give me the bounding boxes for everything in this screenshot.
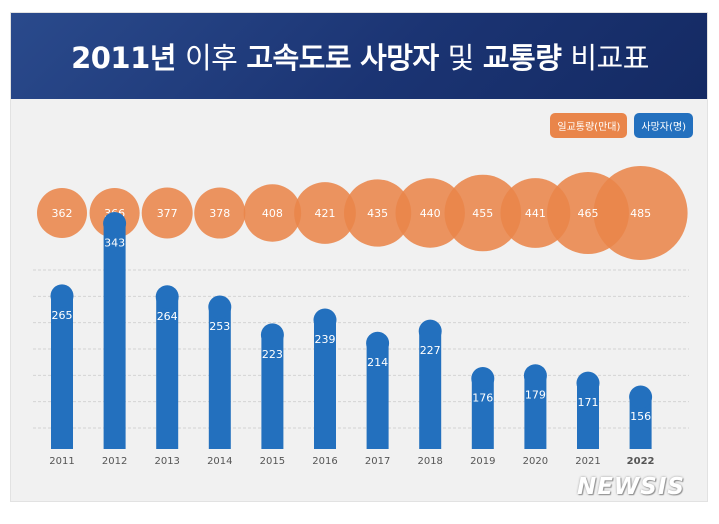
deaths-bar-cap bbox=[313, 308, 337, 332]
deaths-value-label: 214 bbox=[367, 356, 388, 369]
deaths-value-label: 239 bbox=[315, 333, 336, 346]
x-tick-label: 2021 bbox=[575, 456, 600, 467]
x-tick-label: 2012 bbox=[102, 456, 127, 467]
deaths-bar-cap bbox=[576, 371, 600, 395]
traffic-bubble bbox=[194, 187, 246, 239]
traffic-bubble bbox=[37, 188, 87, 238]
deaths-bar bbox=[577, 383, 599, 449]
deaths-value-label: 265 bbox=[52, 309, 73, 322]
traffic-value-label: 378 bbox=[209, 207, 230, 220]
deaths-bar-cap bbox=[471, 366, 495, 390]
deaths-bar bbox=[471, 378, 494, 449]
legend-traffic: 일교통량(만대) bbox=[550, 113, 628, 138]
deaths-bar bbox=[524, 375, 547, 449]
deaths-bar-cap bbox=[523, 364, 547, 388]
x-tick-label: 2020 bbox=[523, 456, 548, 467]
title-banner: 2011년 이후 고속도로 사망자 및 교통량 비교표 bbox=[11, 13, 707, 99]
chart: 3623663773784084214354404554414654852653… bbox=[33, 166, 689, 467]
deaths-value-label: 179 bbox=[525, 389, 546, 402]
deaths-value-label: 156 bbox=[630, 410, 651, 423]
x-tick-label: 2013 bbox=[154, 456, 179, 467]
deaths-value-label: 253 bbox=[209, 320, 230, 333]
title-part: 비교표 bbox=[570, 41, 649, 75]
traffic-value-label: 465 bbox=[578, 207, 599, 220]
traffic-value-label: 362 bbox=[52, 207, 73, 220]
deaths-bar-cap bbox=[629, 385, 653, 409]
infographic-card: 2011년 이후 고속도로 사망자 및 교통량 비교표 일교통량(만대) 사망자(명) 36… bbox=[10, 12, 708, 502]
traffic-bubble bbox=[395, 178, 465, 248]
deaths-bar-cap bbox=[260, 323, 284, 347]
deaths-bar-cap bbox=[103, 211, 127, 235]
x-tick-label: 2016 bbox=[312, 456, 337, 467]
title-part: 이후 bbox=[184, 41, 238, 75]
traffic-bubble bbox=[243, 184, 302, 242]
x-tick-label: 2017 bbox=[365, 456, 390, 467]
deaths-value-label: 176 bbox=[472, 391, 493, 404]
title-part: 2011년 bbox=[71, 41, 176, 75]
deaths-value-label: 264 bbox=[157, 310, 178, 323]
deaths-value-label: 227 bbox=[420, 344, 441, 357]
deaths-bar-cap bbox=[208, 295, 232, 319]
deaths-bar bbox=[208, 307, 231, 449]
legend-deaths: 사망자(명) bbox=[634, 113, 693, 138]
title-part: 사망자 bbox=[360, 41, 439, 75]
deaths-bar bbox=[419, 331, 442, 449]
x-tick-label: 2019 bbox=[470, 456, 495, 467]
deaths-bar bbox=[156, 296, 179, 449]
deaths-value-label: 223 bbox=[262, 348, 283, 361]
traffic-value-label: 441 bbox=[525, 207, 546, 220]
x-tick-label: 2014 bbox=[207, 456, 232, 467]
x-tick-label: 2011 bbox=[49, 456, 74, 467]
traffic-value-label: 421 bbox=[315, 207, 336, 220]
deaths-value-label: 171 bbox=[578, 396, 599, 409]
newsis-watermark: NEWSIS bbox=[576, 474, 685, 500]
traffic-value-label: 485 bbox=[630, 207, 651, 220]
deaths-bar bbox=[103, 223, 126, 449]
deaths-bar bbox=[261, 334, 284, 449]
x-tick-label: 2018 bbox=[417, 456, 442, 467]
deaths-bar-cap bbox=[50, 284, 74, 308]
traffic-value-label: 435 bbox=[367, 207, 388, 220]
deaths-bar bbox=[51, 295, 73, 449]
traffic-bubble bbox=[343, 179, 412, 247]
deaths-bar-cap bbox=[155, 285, 179, 309]
traffic-value-label: 440 bbox=[420, 207, 441, 220]
traffic-bubble bbox=[141, 187, 193, 239]
traffic-bubble bbox=[593, 166, 688, 260]
deaths-bar bbox=[314, 320, 336, 449]
deaths-bar bbox=[366, 343, 389, 449]
traffic-bubble bbox=[294, 182, 356, 244]
title-part: 고속도로 bbox=[246, 41, 352, 75]
x-tick-label: 2022 bbox=[627, 456, 655, 467]
traffic-value-label: 455 bbox=[472, 207, 493, 220]
traffic-value-label: 377 bbox=[157, 207, 178, 220]
deaths-bar-cap bbox=[418, 319, 442, 343]
legend: 일교통량(만대) 사망자(명) bbox=[550, 113, 693, 138]
title-part: 교통량 bbox=[482, 41, 562, 75]
traffic-bubble bbox=[444, 174, 522, 252]
deaths-bar bbox=[629, 397, 652, 449]
title-part: 및 bbox=[447, 41, 475, 75]
traffic-value-label: 408 bbox=[262, 207, 283, 220]
deaths-value-label: 343 bbox=[104, 236, 125, 249]
x-tick-label: 2015 bbox=[260, 456, 285, 467]
deaths-bar-cap bbox=[366, 331, 390, 355]
